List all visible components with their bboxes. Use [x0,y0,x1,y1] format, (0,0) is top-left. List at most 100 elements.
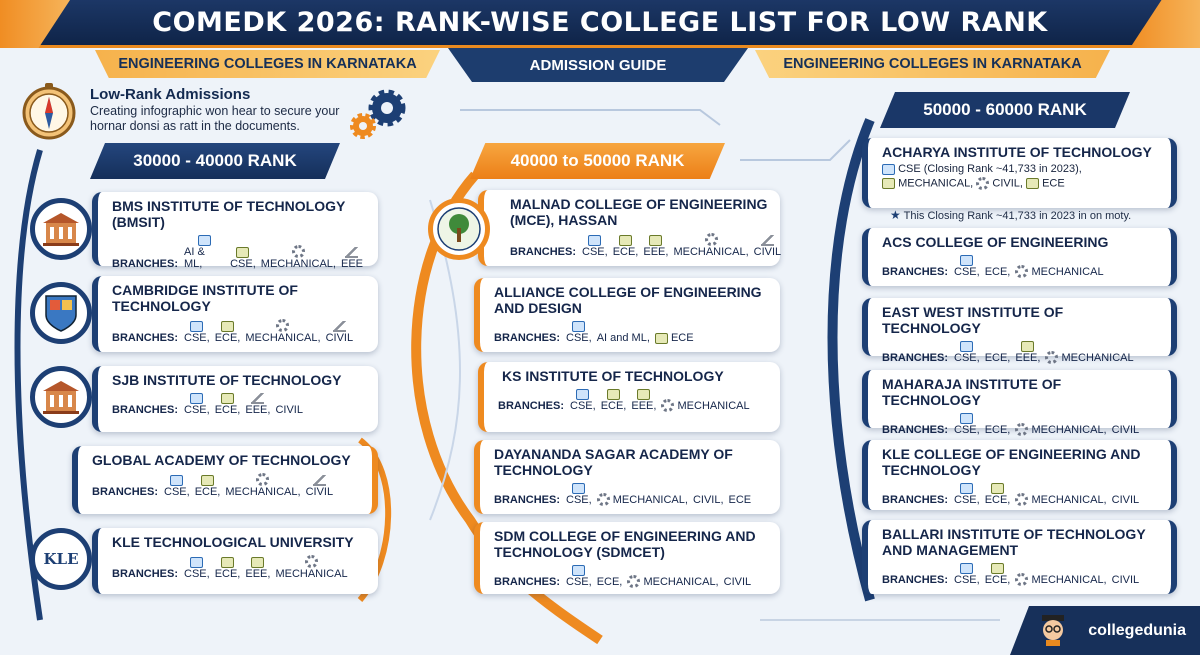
chip-icon [236,247,250,258]
branch-item: CIVIL [754,235,781,258]
college-card[interactable]: EAST WEST INSTITUTE OF TECHNOLOGY BRANCH… [862,298,1177,364]
branch-item: MECHANICAL [661,399,750,412]
branch-list: BRANCHES: CSE, ECE, MECHANICAL, CIVIL [882,483,1161,506]
branch-item: CSE, [954,255,980,278]
branch-item: ECE [728,494,752,506]
branch-list: BRANCHES: CSE, MECHANICAL, CIVIL, ECE [494,483,770,506]
branch-item: CSE, [570,389,596,412]
college-card[interactable]: DAYANANDA SAGAR ACADEMY OF TECHNOLOGY BR… [474,440,780,514]
chip-icon [1021,341,1035,352]
branch-item: AI and ML, [596,332,650,344]
branches-label: BRANCHES: [112,258,178,270]
branch-list: BRANCHES: CSE, ECE, EEE, MECHANICAL, CIV… [498,233,781,258]
college-name: EAST WEST INSTITUTE OF TECHNOLOGY [882,304,1064,336]
branch-line: CSE (Closing Rank ~41,733 in 2023), [882,163,1161,175]
college-card[interactable]: ALLIANCE COLLEGE OF ENGINEERING AND DESI… [474,278,780,352]
college-name: DAYANANDA SAGAR ACADEMY OF TECHNOLOGY [494,446,733,478]
branch-item: CIVIL [723,576,752,588]
branch-item: MECHANICAL [1015,265,1104,278]
college-name: KS INSTITUTE OF TECHNOLOGY [502,368,724,384]
star-icon: ★ [890,208,901,222]
ribbon-center-label: ADMISSION GUIDE [529,56,667,74]
college-name: ACHARYA INSTITUTE OF TECHNOLOGY [882,144,1152,160]
college-name: BMS INSTITUTE OF TECHNOLOGY (BMSIT) [112,198,346,230]
branch-list: BRANCHES: CSE, ECE, MECHANICAL, CIVIL [92,473,362,498]
chip-icon [882,178,895,189]
monitor-icon [198,235,212,246]
civil-icon [760,235,774,246]
branches-label: BRANCHES: [112,404,178,416]
branch-item: MECHANICAL, [673,233,749,258]
chip-icon [1026,178,1040,189]
college-card[interactable]: CAMBRIDGE INSTITUTE OF TECHNOLOGY BRANCH… [92,276,378,352]
gear-icon [276,319,290,332]
shield-icon [45,295,77,332]
branch-item: EEE, [245,557,270,580]
gear-icon [305,555,319,568]
college-name: CAMBRIDGE INSTITUTE OF TECHNOLOGY [112,282,298,314]
college-card[interactable]: MAHARAJA INSTITUTE OF TECHNOLOGY BRANCHE… [862,370,1177,436]
college-card[interactable]: KS INSTITUTE OF TECHNOLOGY BRANCHES: CSE… [478,362,780,432]
branch-item: CSE, [184,321,210,344]
rank-banner-50000-60000: 50000 - 60000 RANK [880,92,1130,128]
monitor-icon [190,393,204,404]
college-card[interactable]: ACS COLLEGE OF ENGINEERING BRANCHES: CSE… [862,228,1177,286]
branch-item: EEE, [631,389,656,412]
college-name: KLE COLLEGE OF ENGINEERING AND TECHNOLOG… [882,446,1141,478]
branch-item: MECHANICAL [1045,351,1134,364]
gear-icon [1015,265,1029,278]
monitor-icon [960,255,974,266]
closing-rank-note: ★ This Closing Rank ~41,733 in 2023 in o… [890,208,1131,222]
kle-logo: KLE [30,528,92,590]
branches-label: BRANCHES: [112,332,178,344]
college-card[interactable]: MALNAD COLLEGE OF ENGINEERING (MCE), HAS… [478,190,781,266]
college-card[interactable]: SJB INSTITUTE OF TECHNOLOGY BRANCHES: CS… [92,366,378,432]
chip-icon [607,389,621,400]
tower-icon [251,393,265,404]
chip-icon [221,321,235,332]
branch-item: CSE, [954,563,980,586]
branch-item: CSE, [582,235,608,258]
branch-item: CIVIL, [992,177,1023,190]
branch-item: CSE, [566,483,592,506]
college-card[interactable]: ACHARYA INSTITUTE OF TECHNOLOGY CSE (Clo… [862,138,1177,208]
intro-title: Low-Rank Admissions [90,86,251,103]
header-accent-right [1130,0,1200,48]
college-logo [30,198,92,260]
branch-item: CSE (Closing Rank ~41,733 in 2023), [898,163,1082,175]
ribbon-left-label: ENGINEERING COLLEGES IN KARNATAKA [118,56,417,72]
branch-line: MECHANICAL, CIVIL, ECE [882,177,1161,190]
college-card[interactable]: SDM COLLEGE OF ENGINEERING AND TECHNOLOG… [474,522,780,594]
brand-logo[interactable]: collegedunia [1010,606,1200,655]
college-card[interactable]: GLOBAL ACADEMY OF TECHNOLOGY BRANCHES: C… [72,446,378,514]
college-card[interactable]: BALLARI INSTITUTE OF TECHNOLOGY AND MANA… [862,520,1177,594]
ribbon-right: ENGINEERING COLLEGES IN KARNATAKA [755,50,1110,78]
branch-list: BRANCHES: CSE, ECE, MECHANICAL, CIVIL [494,565,770,588]
branch-list: BRANCHES: CSE, ECE, EEE, CIVIL [112,393,368,416]
branch-item: CIVIL [306,475,333,498]
branch-item: CSE, [566,321,592,344]
ribbon-center: ADMISSION GUIDE [448,48,748,82]
college-card[interactable]: BMS INSTITUTE OF TECHNOLOGY (BMSIT) BRAN… [92,192,378,270]
monitor-icon [572,565,586,576]
mascot-icon [1042,615,1064,646]
branch-item: CSE, [184,393,210,416]
college-card[interactable]: KLE COLLEGE OF ENGINEERING AND TECHNOLOG… [862,440,1177,510]
branch-list: BRANCHES: CSE, ECE, EEE, MECHANICAL [112,555,368,580]
branch-item: MECHANICAL, [261,245,336,270]
chip-icon [637,389,651,400]
college-card[interactable]: KLE TECHNOLOGICAL UNIVERSITY BRANCHES: C… [92,528,378,594]
college-name: SJB INSTITUTE OF TECHNOLOGY [112,372,342,388]
branch-item: CSE, [566,565,592,588]
civil-icon [312,475,326,486]
branch-item: ECE, [985,483,1010,506]
branch-list: BRANCHES: CSE, ECE, EEE, MECHANICAL [498,389,770,412]
branch-item: CSE, [954,341,980,364]
ribbon-left: ENGINEERING COLLEGES IN KARNATAKA [95,50,440,78]
note-text: This Closing Rank ~41,733 in 2023 in on … [903,210,1132,222]
branch-item: EEE [341,247,363,270]
civil-icon [345,247,359,258]
branch-item: MECHANICAL, [245,319,321,344]
branches-label: BRANCHES: [92,486,158,498]
